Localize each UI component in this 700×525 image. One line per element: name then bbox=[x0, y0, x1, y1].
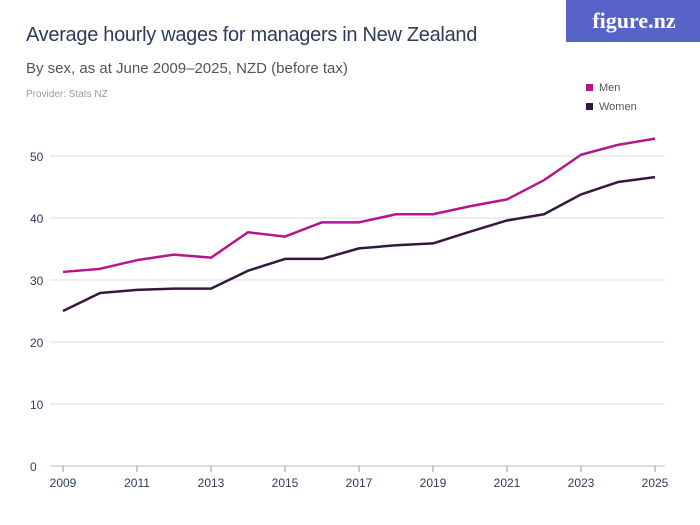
provider-label: Provider: Stats NZ bbox=[26, 89, 108, 100]
x-tick-label: 2017 bbox=[346, 476, 373, 490]
chart-title: Average hourly wages for managers in New… bbox=[26, 24, 478, 46]
legend-item-men: Men bbox=[586, 78, 637, 97]
x-tick-label: 2025 bbox=[642, 476, 669, 490]
y-tick-label: 20 bbox=[30, 336, 44, 350]
y-tick-label: 50 bbox=[30, 150, 44, 164]
x-tick-label: 2015 bbox=[272, 476, 299, 490]
x-tick-label: 2011 bbox=[124, 476, 150, 490]
legend-swatch bbox=[586, 84, 593, 91]
x-tick-label: 2013 bbox=[198, 476, 225, 490]
y-tick-label: 0 bbox=[30, 460, 37, 474]
legend: Men Women bbox=[586, 78, 637, 116]
y-tick-label: 10 bbox=[30, 398, 44, 412]
chart-subtitle: By sex, as at June 2009–2025, NZD (befor… bbox=[26, 60, 348, 77]
legend-label: Women bbox=[599, 100, 637, 113]
legend-item-women: Women bbox=[586, 97, 637, 116]
x-tick-label: 2009 bbox=[50, 476, 77, 490]
y-tick-label: 40 bbox=[30, 212, 44, 226]
x-tick-label: 2023 bbox=[568, 476, 595, 490]
x-tick-label: 2019 bbox=[420, 476, 447, 490]
series-line-men bbox=[62, 137, 656, 274]
figure-nz-logo[interactable]: figure.nz bbox=[566, 0, 700, 42]
legend-swatch bbox=[586, 103, 593, 110]
x-tick-label: 2021 bbox=[494, 476, 521, 490]
legend-label: Men bbox=[599, 81, 621, 94]
y-tick-label: 30 bbox=[30, 274, 44, 288]
series-line-women bbox=[62, 175, 656, 313]
